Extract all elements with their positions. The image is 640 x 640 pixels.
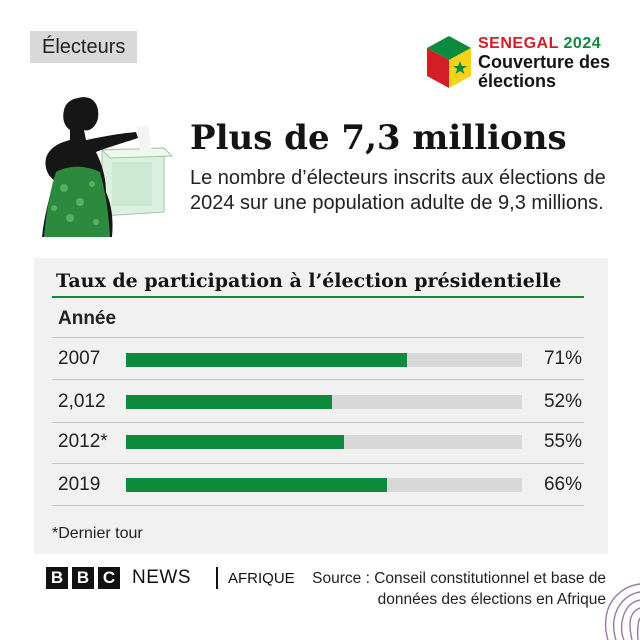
section-tag: Électeurs [30,31,138,63]
bar [126,395,332,409]
row-divider [52,422,584,423]
bar-track [126,353,522,367]
senegal-cube-icon [427,36,471,88]
chart-title: Taux de participation à l’élection prési… [56,270,562,292]
bbc-letter: B [46,567,68,589]
row-divider [52,505,584,506]
fingerprint-decoration [604,583,640,640]
bar [126,353,408,367]
bar-track [126,435,522,449]
footnote: *Dernier tour [52,525,143,542]
title-rule [52,296,584,298]
source-note: Source : Conseil constitutionnel et base… [312,570,606,608]
value-label: 66% [543,474,582,495]
bar-track [126,478,522,492]
year-label: 2,012 [58,391,106,412]
brand-country-year: SENEGAL 2024 [478,35,602,52]
value-label: 71% [543,348,582,369]
logo-separator [216,567,218,589]
bbc-letter: B [72,567,94,589]
year-label: 2007 [58,348,101,369]
year-label: 2019 [58,474,101,495]
value-label: 55% [543,431,582,452]
year-label: 2012* [58,431,108,452]
bar [126,478,388,492]
row-divider [52,463,584,464]
voter-ballot-box-illustration [42,97,174,237]
afrique-wordmark: AFRIQUE [228,570,295,587]
row-divider [52,379,584,380]
year-column-header: Année [58,308,117,329]
value-label: 52% [543,391,582,412]
election-coverage-brand: SENEGAL 2024 Couverture des élections [425,34,625,94]
headline-description: Le nombre d’électeurs inscrits aux élect… [190,167,606,214]
headline: Plus de 7,3 millions [190,118,567,158]
bbc-letter: C [98,567,120,589]
row-divider [52,337,584,338]
bar [126,435,344,449]
news-wordmark: NEWS [132,567,191,588]
bar-track [126,395,522,409]
turnout-chart-panel: Taux de participation à l’élection prési… [34,258,608,554]
brand-coverage-title: Couverture des élections [478,52,611,91]
